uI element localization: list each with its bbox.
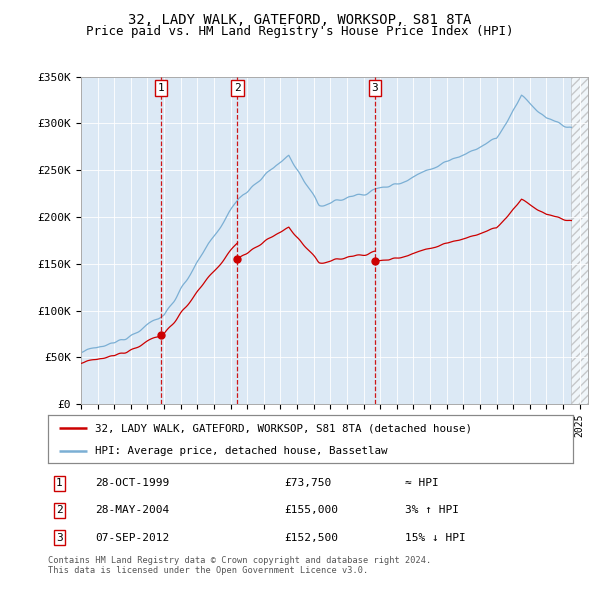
Text: 3% ↑ HPI: 3% ↑ HPI [405,506,459,515]
Text: 15% ↓ HPI: 15% ↓ HPI [405,533,466,543]
Text: 2: 2 [56,506,63,515]
Text: 1: 1 [158,83,164,93]
Text: 3: 3 [371,83,379,93]
Text: £155,000: £155,000 [284,506,338,515]
Text: 3: 3 [56,533,63,543]
Bar [571,77,588,404]
Text: £152,500: £152,500 [284,533,338,543]
Text: Contains HM Land Registry data © Crown copyright and database right 2024.
This d: Contains HM Land Registry data © Crown c… [48,556,431,575]
Text: ≈ HPI: ≈ HPI [405,478,439,488]
Text: 07-SEP-2012: 07-SEP-2012 [95,533,170,543]
Text: 28-OCT-1999: 28-OCT-1999 [95,478,170,488]
Text: £73,750: £73,750 [284,478,331,488]
Text: 32, LADY WALK, GATEFORD, WORKSOP, S81 8TA: 32, LADY WALK, GATEFORD, WORKSOP, S81 8T… [128,13,472,27]
Text: 2: 2 [234,83,241,93]
Text: 28-MAY-2004: 28-MAY-2004 [95,506,170,515]
Text: Price paid vs. HM Land Registry's House Price Index (HPI): Price paid vs. HM Land Registry's House … [86,25,514,38]
Text: HPI: Average price, detached house, Bassetlaw: HPI: Average price, detached house, Bass… [95,445,388,455]
Text: 32, LADY WALK, GATEFORD, WORKSOP, S81 8TA (detached house): 32, LADY WALK, GATEFORD, WORKSOP, S81 8T… [95,423,472,433]
Text: 1: 1 [56,478,63,488]
